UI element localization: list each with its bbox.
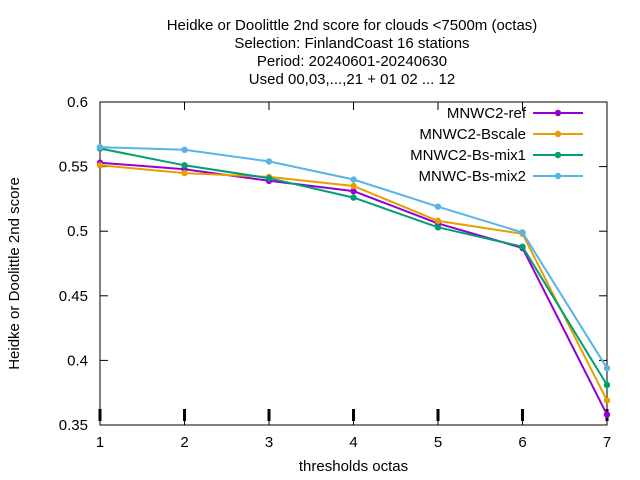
data-point (603, 381, 611, 389)
data-point (434, 203, 442, 210)
x-tick-label: 6 (518, 434, 526, 451)
data-point (519, 229, 526, 236)
y-tick-label: 0.45 (59, 288, 88, 305)
x-tick-label: 4 (349, 434, 357, 451)
legend-swatch-point (554, 151, 562, 159)
legend-label: MNWC2-ref (447, 105, 527, 122)
data-point (519, 243, 526, 250)
chart-title: Heidke or Doolittle 2nd score for clouds… (167, 17, 538, 88)
legend-swatch-point (554, 172, 562, 180)
data-point (181, 169, 188, 177)
data-point (96, 162, 104, 169)
data-point (350, 176, 357, 183)
data-point (350, 187, 357, 195)
title-line: Period: 20240601-20240630 (257, 53, 447, 70)
data-point (181, 146, 188, 154)
y-tick-label: 0.35 (59, 417, 88, 434)
title-line: Heidke or Doolittle 2nd score for clouds… (167, 17, 538, 34)
data-point (603, 397, 611, 404)
x-tick-label: 5 (434, 434, 442, 451)
data-point (350, 194, 357, 201)
series-MNWC2-Bs-mix1 (96, 145, 611, 389)
y-axis-label: Heidke or Doolittle 2nd score (6, 177, 23, 370)
legend-swatch-point (554, 130, 562, 138)
series-MNWC-Bs-mix2 (96, 144, 611, 372)
data-point (434, 217, 442, 225)
x-tick-label: 3 (265, 434, 273, 451)
legend-label: MNWC-Bs-mix2 (419, 168, 526, 185)
legend-label: MNWC2-Bscale (419, 126, 526, 143)
y-tick-label: 0.6 (67, 94, 88, 111)
y-tick-label: 0.4 (67, 352, 88, 369)
series-lines (96, 144, 611, 418)
data-point (350, 182, 357, 190)
data-point (603, 364, 611, 372)
y-tick-label: 0.55 (59, 159, 88, 176)
title-line: Selection: FinlandCoast 16 stations (234, 35, 469, 52)
legend-swatch-point (554, 109, 562, 117)
legend: MNWC2-ref MNWC2-Bscale MNWC2-Bs-mix1 MNWC-B… (410, 105, 583, 185)
data-point (181, 162, 188, 169)
x-axis-label: thresholds octas (299, 458, 408, 475)
data-point (96, 144, 104, 151)
legend-label: MNWC2-Bs-mix1 (410, 147, 526, 164)
data-point (265, 175, 273, 182)
data-point (603, 411, 611, 418)
y-tick-label: 0.5 (67, 223, 88, 240)
x-tick-label: 1 (96, 434, 104, 451)
x-tick-label: 7 (603, 434, 611, 451)
data-point (265, 158, 273, 165)
x-tick-label: 2 (180, 434, 188, 451)
axis-ticks: 0.35 0.4 0.45 0.5 0.55 0.6 1 2 3 4 5 6 7 (59, 94, 611, 451)
title-line: Used 00,03,...,21 + 01 02 ... 12 (249, 71, 455, 88)
data-point (434, 224, 442, 231)
